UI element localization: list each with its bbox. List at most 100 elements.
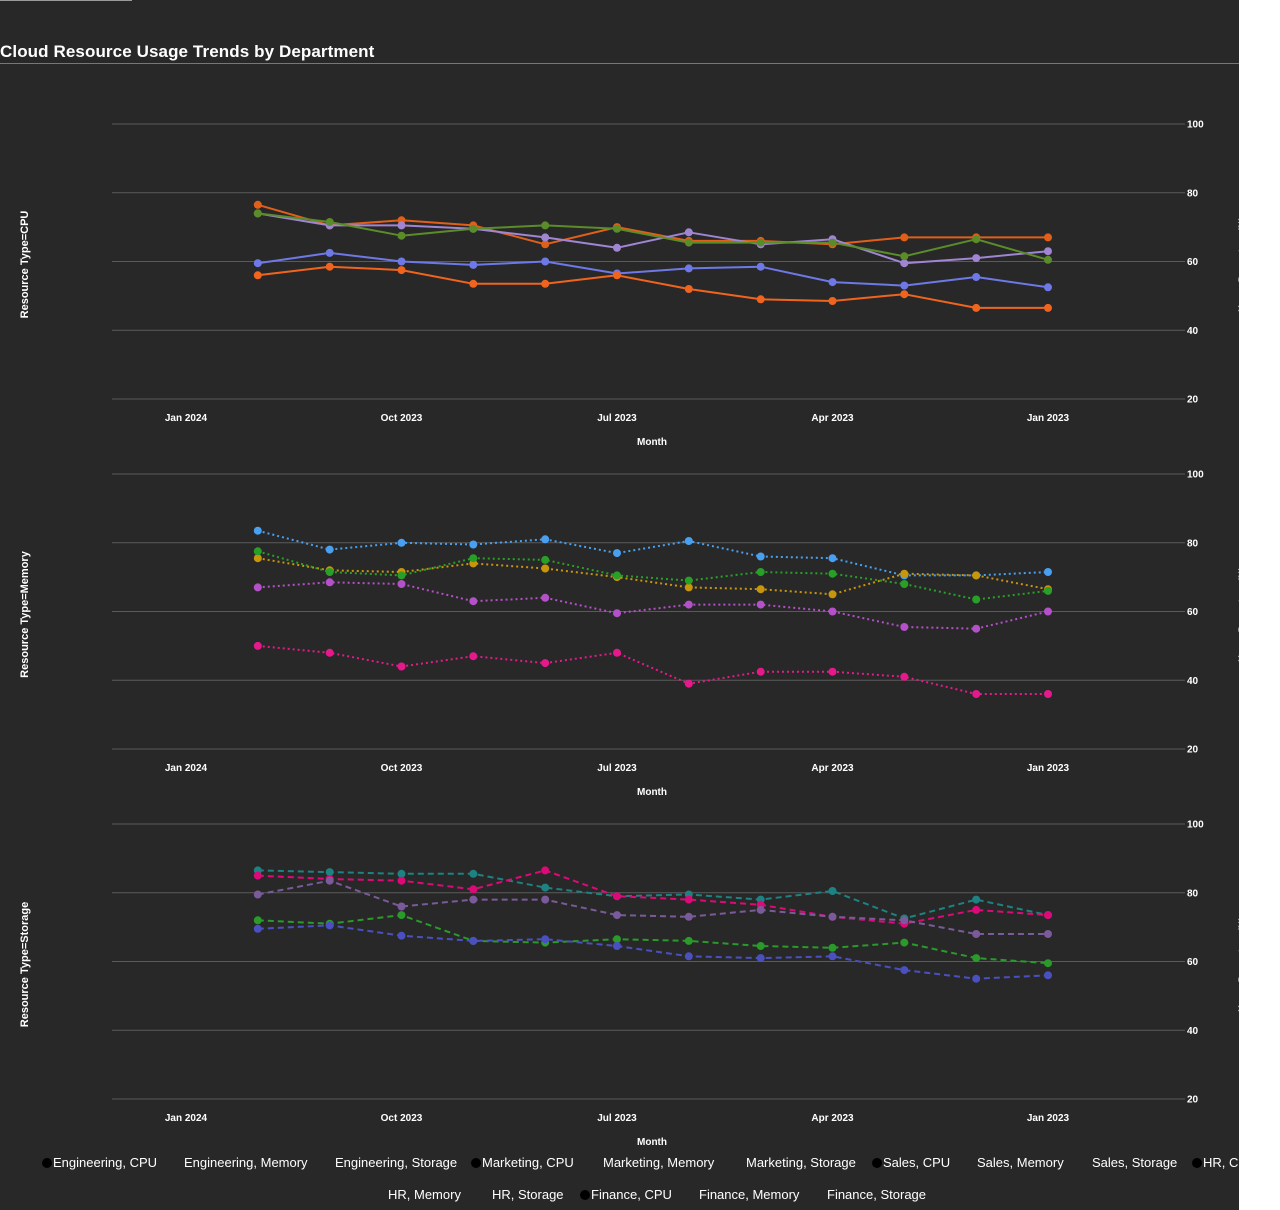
legend-item[interactable]: Marketing, Storage	[746, 1155, 856, 1170]
data-point	[541, 240, 550, 249]
facet-label: Resource Type=Memory	[19, 550, 31, 678]
data-point	[684, 576, 693, 585]
data-point	[253, 916, 262, 925]
data-point	[397, 931, 406, 940]
data-point	[972, 303, 981, 312]
x-tick-label: Jul 2023	[597, 763, 637, 774]
y-tick-label: 80	[1187, 888, 1199, 899]
legend-dot-icon	[471, 1158, 481, 1168]
data-point	[900, 281, 909, 290]
data-point	[613, 911, 621, 920]
x-tick-label: Jan 2024	[165, 763, 208, 774]
data-point	[397, 580, 406, 588]
y-axis-title: Usage Percentage (%)	[1237, 567, 1239, 662]
legend-item[interactable]: Sales, CPU	[872, 1155, 950, 1170]
legend-item[interactable]: HR, Storage	[492, 1187, 564, 1202]
data-point	[1044, 303, 1052, 312]
data-point	[397, 902, 406, 911]
legend-label: Marketing, Memory	[603, 1155, 715, 1170]
data-point	[900, 672, 909, 681]
legend-item[interactable]: Marketing, CPU	[471, 1155, 574, 1170]
series-line	[257, 212, 1049, 261]
legend-item[interactable]: Sales, Memory	[977, 1155, 1064, 1170]
legend-item[interactable]: Engineering, Storage	[335, 1155, 457, 1170]
data-point	[684, 679, 693, 688]
data-point	[684, 285, 693, 293]
data-point	[397, 231, 406, 240]
data-point	[756, 552, 765, 561]
data-point	[900, 259, 909, 268]
y-tick-label: 20	[1187, 1095, 1199, 1106]
data-point	[972, 235, 981, 244]
y-tick-label: 40	[1187, 1026, 1199, 1037]
legend-item[interactable]: Engineering, Memory	[184, 1155, 308, 1170]
data-point	[684, 952, 693, 961]
y-tick-label: 60	[1187, 607, 1199, 618]
data-point	[756, 262, 765, 271]
y-tick-label: 40	[1187, 676, 1199, 687]
data-point	[469, 279, 478, 288]
legend-label: Sales, CPU	[883, 1155, 951, 1170]
legend-label: Marketing, CPU	[482, 1155, 574, 1170]
series-line	[257, 212, 1049, 265]
data-point	[1044, 690, 1052, 698]
data-point	[253, 924, 262, 933]
data-point	[756, 954, 765, 963]
y-tick-label: 100	[1187, 470, 1204, 481]
data-point	[900, 580, 909, 588]
x-tick-label: Oct 2023	[381, 1113, 423, 1124]
data-point	[541, 659, 550, 668]
data-point	[613, 609, 621, 618]
legend-label: Sales, Storage	[1092, 1155, 1178, 1170]
data-point	[469, 554, 478, 563]
legend-label: Engineering, Storage	[335, 1155, 458, 1170]
x-tick-label: Jan 2024	[165, 413, 208, 424]
legend-item[interactable]: Finance, Storage	[827, 1187, 926, 1202]
data-point	[325, 545, 334, 554]
data-point	[325, 868, 334, 877]
x-tick-label: Jul 2023	[597, 413, 637, 424]
series-line	[257, 644, 1048, 695]
legend-label: Sales, Memory	[977, 1155, 1064, 1170]
legend-label: Engineering, Memory	[184, 1155, 308, 1170]
y-tick-label: 20	[1187, 395, 1199, 406]
data-point	[900, 916, 909, 925]
legend-item[interactable]: Engineering, CPU	[42, 1155, 157, 1170]
data-point	[972, 974, 981, 983]
legend-dot-icon	[42, 1158, 52, 1168]
data-point	[828, 667, 837, 676]
legend-item[interactable]: Finance, Memory	[699, 1187, 799, 1202]
legend-label: Finance, Storage	[827, 1187, 927, 1202]
x-tick-label: Apr 2023	[811, 413, 854, 424]
data-point	[1044, 586, 1052, 595]
legend-item[interactable]: Sales, Storage	[1092, 1155, 1177, 1170]
data-point	[253, 259, 262, 268]
x-tick-label: Jul 2023	[597, 1113, 637, 1124]
legend-item[interactable]: Finance, CPU	[580, 1187, 672, 1202]
legend-label: HR, CP	[1203, 1155, 1248, 1170]
data-point	[900, 623, 909, 631]
data-point	[1044, 911, 1052, 920]
top-tab-indicator	[0, 0, 132, 1]
data-point	[253, 271, 262, 280]
series-line	[257, 924, 1049, 980]
legend-item[interactable]: HR, Memory	[388, 1187, 461, 1202]
data-point	[972, 690, 981, 698]
data-point	[397, 911, 406, 920]
data-point	[972, 624, 981, 633]
legend-row-1: Engineering, CPU Engineering, Memory Engin…	[0, 1155, 1247, 1175]
legend-row-2: HR, Memory HR, Storage Finance, CPU Finance…	[0, 1187, 1239, 1207]
data-point	[541, 564, 550, 573]
data-point	[541, 279, 550, 288]
y-axis-title: Usage Percentage (%)	[1237, 917, 1239, 1012]
legend-item[interactable]: HR, CP	[1192, 1155, 1247, 1170]
data-point	[828, 952, 837, 961]
data-point	[828, 607, 837, 616]
facet-0: 20 40 60 80 100 Jan 2024 Oct 2023 Jul 2023 Apr 2…	[19, 120, 1239, 449]
data-point	[972, 595, 981, 604]
data-point	[613, 571, 621, 580]
y-tick-label: 60	[1187, 957, 1199, 968]
data-point	[684, 238, 693, 247]
data-point	[972, 273, 981, 281]
legend-item[interactable]: Marketing, Memory	[603, 1155, 714, 1170]
